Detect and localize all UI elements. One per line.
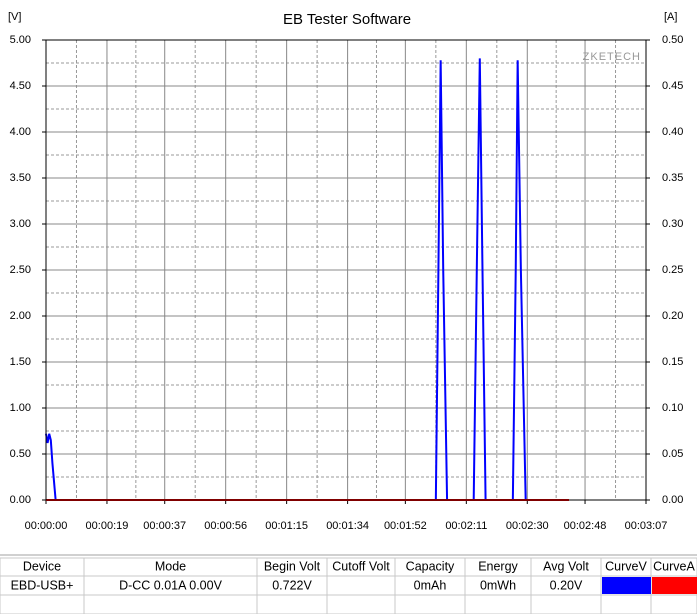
y2-tick-label: 0.10: [662, 402, 683, 414]
y-tick-label: 2.00: [10, 310, 31, 322]
y-tick-label: 4.00: [10, 126, 31, 138]
y-tick-label: 5.00: [10, 34, 31, 46]
curve-color-cell: [602, 577, 651, 594]
table-cell: 0mAh: [414, 578, 447, 592]
y-tick-label: 4.50: [10, 80, 31, 92]
y2-tick-label: 0.25: [662, 264, 683, 276]
watermark: ZKETECH: [583, 51, 641, 63]
x-tick-label: 00:02:48: [564, 520, 607, 532]
column-header: Begin Volt: [264, 559, 321, 573]
chart-title: EB Tester Software: [283, 11, 411, 28]
column-header: Cutoff Volt: [332, 559, 390, 573]
y-tick-label: 2.50: [10, 264, 31, 276]
y-tick-label: 0.00: [10, 494, 31, 506]
table-cell: EBD-USB+: [11, 578, 74, 592]
y-tick-label: 1.50: [10, 356, 31, 368]
plot-frame: [45, 39, 647, 501]
y2-tick-label: 0.35: [662, 172, 683, 184]
x-tick-label: 00:01:52: [384, 520, 427, 532]
column-header: Avg Volt: [543, 559, 589, 573]
table-cell: 0.20V: [550, 578, 583, 592]
x-tick-label: 00:01:15: [265, 520, 308, 532]
column-header: Device: [23, 559, 61, 573]
column-header: CurveV: [605, 559, 647, 573]
column-header: Energy: [478, 559, 518, 573]
chart-background: [0, 0, 697, 555]
x-tick-label: 00:02:30: [506, 520, 549, 532]
column-header: CurveA: [653, 559, 695, 573]
table-cell: 0mWh: [480, 578, 516, 592]
y-tick-label: 3.00: [10, 218, 31, 230]
table: Device Mode Begin Volt Cutoff Volt Capacity E…: [0, 554, 697, 614]
x-tick-label: 00:00:56: [204, 520, 247, 532]
column-header: Mode: [155, 559, 186, 573]
x-tick-label: 00:00:00: [25, 520, 68, 532]
x-tick-label: 00:00:19: [86, 520, 129, 532]
x-tick-label: 00:01:34: [326, 520, 369, 532]
x-tick-label: 00:03:07: [625, 520, 668, 532]
x-tick-label: 00:02:11: [445, 520, 487, 532]
y2-tick-label: 0.15: [662, 356, 683, 368]
y2-tick-label: 0.05: [662, 448, 683, 460]
table-background: [0, 555, 697, 614]
curve-color-cell: [652, 577, 697, 594]
y2-tick-label: 0.50: [662, 34, 683, 46]
y2-tick-label: 0.40: [662, 126, 683, 138]
y-tick-label: 3.50: [10, 172, 31, 184]
y-tick-label: 0.50: [10, 448, 31, 460]
x-tick-label: 00:00:37: [143, 520, 186, 532]
table-cell: D-CC 0.01A 0.00V: [119, 578, 222, 592]
y2-tick-label: 0.30: [662, 218, 683, 230]
y-axis-label: [V]: [8, 11, 21, 23]
y2-tick-label: 0.20: [662, 310, 683, 322]
y-tick-label: 1.00: [10, 402, 31, 414]
column-header: Capacity: [406, 559, 455, 573]
y2-tick-label: 0.00: [662, 494, 683, 506]
table-cell: 0.722V: [272, 578, 312, 592]
y2-axis-label: [A]: [664, 11, 677, 23]
y2-tick-label: 0.45: [662, 80, 683, 92]
